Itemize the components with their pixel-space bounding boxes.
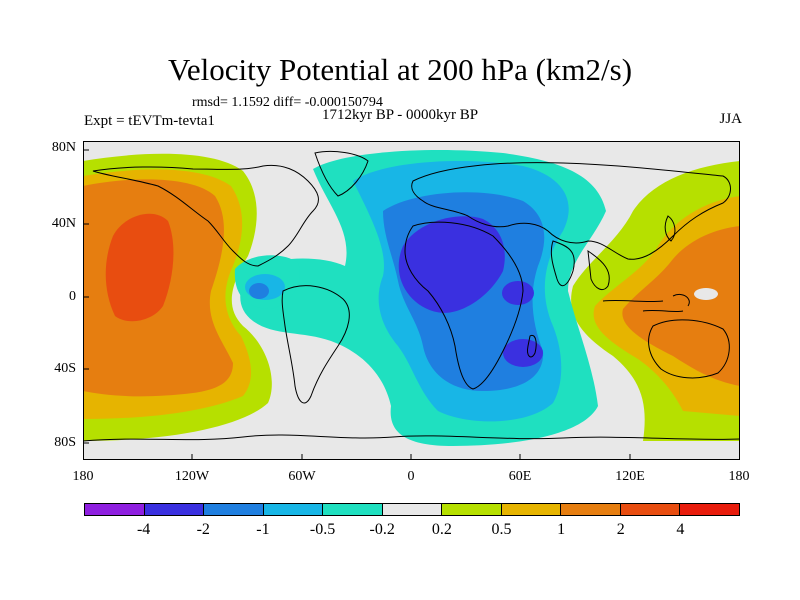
- field-region: [503, 339, 543, 367]
- field-region: [694, 288, 718, 300]
- x-tick-label: 60E: [508, 469, 532, 484]
- experiment-label: Expt = tEVTm-tevta1: [84, 113, 215, 129]
- y-tick-label: 80N: [51, 140, 76, 155]
- colorbar-label: -4: [136, 521, 151, 538]
- field-region: [105, 213, 174, 322]
- time-period: 1712kyr BP - 0000kyr BP: [322, 107, 479, 123]
- x-tick-label: 180: [728, 469, 750, 484]
- colorbar-label: 0.2: [431, 521, 452, 538]
- colorbar-label: 4: [676, 521, 685, 538]
- velocity-potential-map: [83, 141, 740, 460]
- coastlines: [83, 150, 740, 442]
- x-tick-label: 120W: [174, 469, 210, 484]
- colorbar-label: -0.2: [369, 521, 395, 538]
- plot-title: Velocity Potential at 200 hPa (km2/s): [167, 52, 633, 87]
- field-region: [502, 281, 534, 305]
- colorbar-swatch: [144, 504, 205, 515]
- y-tick-label: 40N: [51, 216, 76, 231]
- field-region: [622, 226, 740, 386]
- colorbar-swatch: [263, 504, 324, 515]
- colorbar-label: -1: [256, 521, 270, 538]
- colorbar-label: 1: [557, 521, 566, 538]
- x-tick-label: 180: [72, 469, 94, 484]
- colorbar-label: 0.5: [491, 521, 512, 538]
- colorbar: [84, 503, 740, 516]
- rmsd-diff-stats: rmsd= 1.1592 diff= -0.000150794: [192, 95, 383, 110]
- season-label: JJA: [719, 111, 742, 127]
- colorbar-label: -2: [196, 521, 210, 538]
- colorbar-swatch: [620, 504, 681, 515]
- colorbar-label: -0.5: [309, 521, 336, 538]
- field-region: [249, 283, 269, 299]
- colorbar-swatch: [501, 504, 562, 515]
- colorbar-swatch: [442, 504, 502, 515]
- colorbar-swatch: [323, 504, 383, 515]
- colorbar-swatch: [85, 504, 145, 515]
- colorbar-swatch: [382, 504, 443, 515]
- y-tick-label: 80S: [54, 435, 76, 450]
- tick-marks: [83, 149, 631, 460]
- colorbar-swatch: [680, 504, 740, 515]
- y-tick-label: 40S: [54, 361, 76, 376]
- x-tick-label: 0: [407, 469, 415, 484]
- colorbar-swatch: [561, 504, 621, 515]
- colorbar-swatch: [204, 504, 264, 515]
- y-tick-label: 0: [69, 289, 76, 304]
- x-tick-label: 120E: [615, 469, 645, 484]
- x-tick-label: 60W: [288, 469, 316, 484]
- colorbar-label: 2: [616, 521, 625, 538]
